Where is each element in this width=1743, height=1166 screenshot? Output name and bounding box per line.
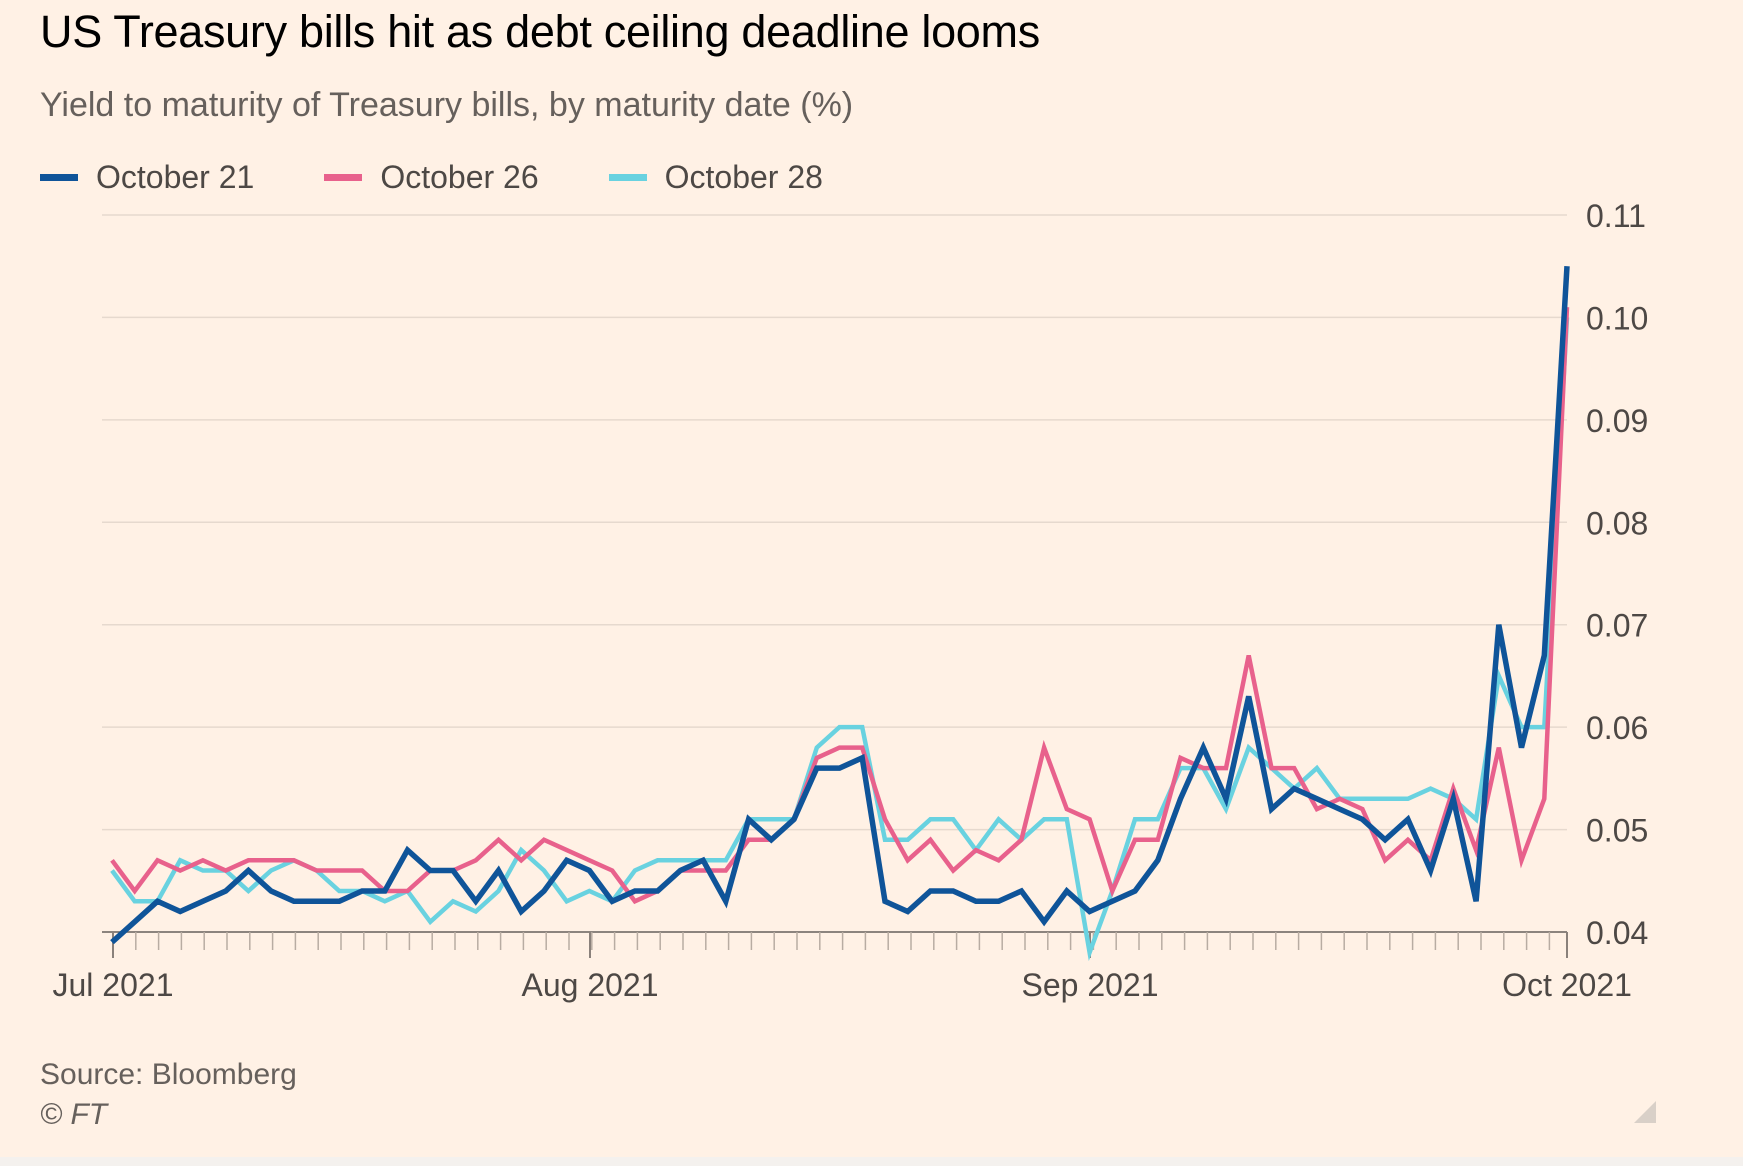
legend: October 21 October 26 October 28: [40, 159, 893, 196]
chart-subtitle: Yield to maturity of Treasury bills, by …: [40, 86, 854, 124]
legend-item-october-28: October 28: [608, 159, 823, 196]
resize-grip-icon[interactable]: [1634, 1101, 1656, 1123]
y-tick-label: 0.08: [1586, 505, 1648, 541]
y-tick-label: 0.11: [1586, 198, 1646, 234]
series-line-october-28: [110, 317, 1570, 962]
legend-label-october-21: October 21: [96, 159, 255, 195]
y-tick-label: 0.05: [1586, 813, 1648, 849]
x-tick-label: Aug 2021: [521, 967, 658, 1003]
y-tick-label: 0.10: [1586, 300, 1648, 336]
y-tick-label: 0.06: [1586, 710, 1648, 746]
y-tick-label: 0.09: [1586, 403, 1648, 439]
source-note: Source: Bloomberg: [40, 1058, 297, 1091]
series-line-october-26: [110, 307, 1570, 905]
legend-item-october-21: October 21: [40, 159, 254, 196]
copyright-note: © FT: [40, 1098, 108, 1131]
legend-swatch-october-26: [324, 174, 363, 181]
x-tick-label: Oct 2021: [1502, 967, 1632, 1003]
legend-swatch-october-28: [608, 174, 647, 181]
bottom-edge: [0, 1157, 1743, 1166]
y-tick-label: 0.04: [1586, 915, 1648, 951]
chart-title: US Treasury bills hit as debt ceiling de…: [40, 6, 1040, 57]
y-tick-label: 0.07: [1586, 608, 1648, 644]
legend-swatch-october-21: [40, 174, 78, 181]
x-tick-label: Jul 2021: [53, 967, 174, 1003]
legend-label-october-28: October 28: [664, 159, 823, 195]
series-line-october-21: [110, 266, 1570, 945]
legend-label-october-26: October 26: [380, 159, 539, 195]
x-tick-label: Sep 2021: [1021, 967, 1158, 1003]
legend-item-october-26: October 26: [324, 159, 539, 196]
